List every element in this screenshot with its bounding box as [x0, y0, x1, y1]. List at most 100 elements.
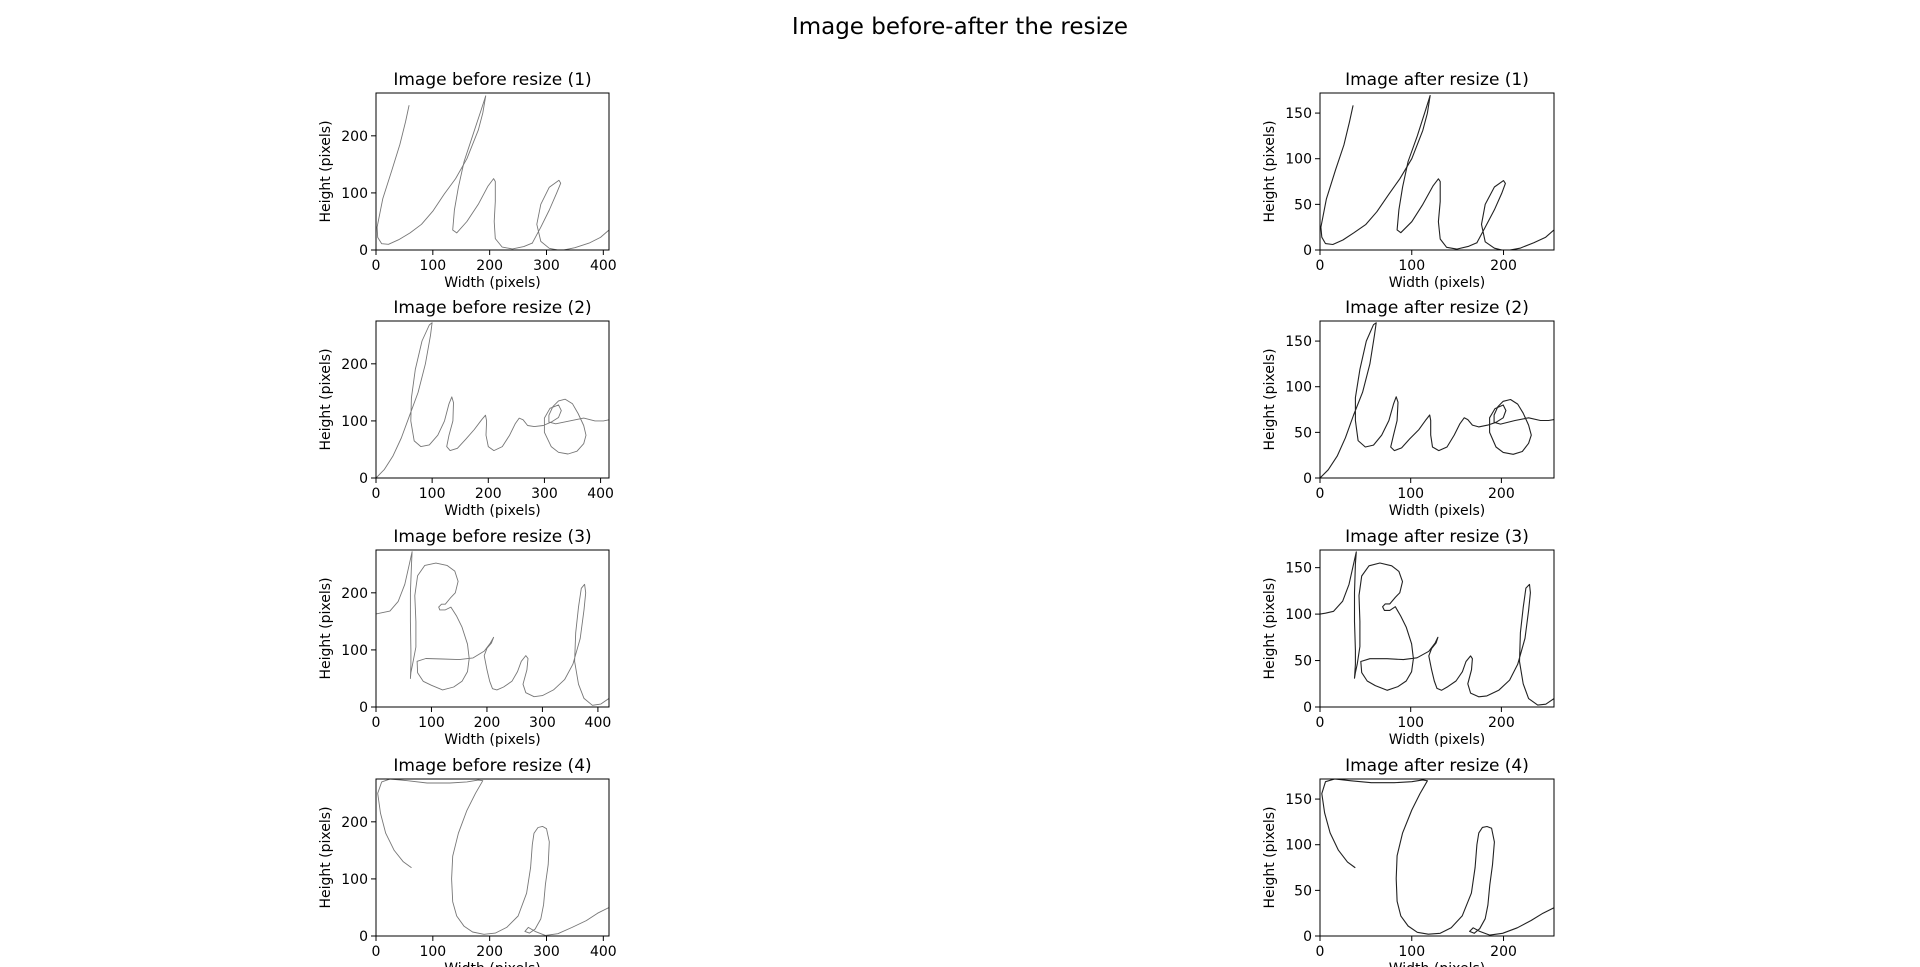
subplot-before-4-ytick-label: 100: [341, 872, 368, 888]
subplot-before-2-title: Image before resize (2): [393, 298, 591, 318]
subplot-before-1-frame: [375, 92, 610, 251]
subplot-before-3-xlabel: Width (pixels): [444, 732, 540, 748]
subplot-after-1-xtick-label: 200: [1490, 258, 1517, 274]
subplot-before-1-xtick-label: 100: [419, 258, 446, 274]
subplot-before-4-stroke-1: [377, 779, 609, 936]
subplot-before-2-xtick-label: 100: [419, 486, 446, 502]
subplot-before-4-frame: [375, 778, 610, 937]
subplot-after-1-xlabel: Width (pixels): [1389, 275, 1485, 291]
subplot-before-3-ytick-label: 0: [359, 700, 368, 716]
subplot-before-3-xtick-label: 100: [418, 715, 445, 731]
subplot-after-3-xtick-label: 0: [1316, 715, 1325, 731]
subplot-before-4-xtick-label: 200: [476, 944, 503, 960]
subplot-before-1-strokes: [376, 95, 609, 250]
figure-title: Image before-after the resize: [792, 14, 1128, 40]
subplot-after-1-xtick-label: 0: [1316, 258, 1325, 274]
subplot-after-2-title: Image after resize (2): [1345, 298, 1529, 318]
subplot-before-4-xtick-label: 0: [372, 944, 381, 960]
subplot-grid: Image before resize (1) 0 100 200 300 400 0 100…: [318, 70, 1555, 967]
subplot-after-1-ytick-label: 0: [1303, 243, 1312, 259]
subplot-after-2-ytick-label: 0: [1303, 471, 1312, 487]
subplot-after-3-xlabel: Width (pixels): [1389, 732, 1485, 748]
subplot-after-4-ytick-label: 0: [1303, 929, 1312, 945]
subplot-before-2: Image before resize (2) 0 100 200 300 400 0 100…: [318, 298, 614, 519]
subplot-before-2-strokes: [376, 322, 609, 478]
subplot-after-1: Image after resize (1) 0 100 200 0 50 100 150 Wi…: [1262, 70, 1555, 291]
subplot-before-3-xtick-label: 400: [585, 715, 612, 731]
subplot-after-2-ytick-label: 100: [1285, 380, 1312, 396]
subplot-after-3-ytick-label: 100: [1285, 607, 1312, 623]
subplot-after-2-xtick-label: 200: [1488, 486, 1515, 502]
subplot-before-4-ytick-label: 200: [341, 815, 368, 831]
subplot-before-3: Image before resize (3) 0 100 200 300 400 0 100…: [318, 527, 611, 748]
subplot-after-2-xtick-label: 0: [1316, 486, 1325, 502]
subplot-before-2-xtick-label: 400: [587, 486, 614, 502]
subplot-before-1-stroke-2: [452, 95, 533, 250]
subplot-after-3-xtick-label: 200: [1488, 715, 1515, 731]
subplot-after-2-ylabel: Height (pixels): [1262, 348, 1278, 450]
subplot-before-4-xtick-label: 300: [533, 944, 560, 960]
subplot-after-1-xtick-label: 100: [1398, 258, 1425, 274]
subplot-before-1-xtick-label: 400: [590, 258, 617, 274]
subplot-before-3-frame: [375, 549, 610, 708]
subplot-before-4-xlabel: Width (pixels): [444, 961, 540, 967]
subplot-after-3-ytick-label: 50: [1294, 654, 1312, 670]
subplot-before-4-xtick-label: 100: [419, 944, 446, 960]
subplot-after-1-title: Image after resize (1): [1345, 70, 1529, 90]
subplot-after-2-ytick-label: 150: [1285, 334, 1312, 350]
subplot-before-3-title: Image before resize (3): [393, 527, 591, 547]
subplot-after-4-frame: [1319, 778, 1555, 937]
subplot-after-4-ytick-label: 50: [1294, 883, 1312, 899]
subplot-before-3-stroke-1: [376, 551, 609, 706]
subplot-after-3-frame: [1319, 549, 1555, 708]
subplot-after-3-strokes: [1320, 551, 1554, 706]
subplot-before-1-xlabel: Width (pixels): [444, 275, 540, 291]
subplot-before-1-title: Image before resize (1): [393, 70, 591, 90]
subplot-before-2-frame: [375, 320, 610, 479]
subplot-before-3-xtick-label: 200: [474, 715, 501, 731]
subplot-before-1-stroke-1: [376, 95, 487, 245]
subplot-before-1-xtick-label: 300: [533, 258, 560, 274]
subplot-after-3: Image after resize (3) 0 100 200 0 50 100 150 Wi…: [1262, 527, 1555, 748]
subplot-after-1-stroke-2: [1396, 95, 1478, 250]
subplot-before-1-ytick-label: 0: [359, 243, 368, 259]
subplot-after-3-title: Image after resize (3): [1345, 527, 1529, 547]
subplot-before-2-ytick-label: 200: [341, 357, 368, 373]
subplot-before-3-ylabel: Height (pixels): [318, 577, 334, 679]
subplot-before-4-title: Image before resize (4): [393, 756, 591, 776]
subplot-after-1-strokes: [1320, 95, 1554, 250]
subplot-after-2: Image after resize (2) 0 100 200 0 50 100 150 Wi…: [1262, 298, 1555, 519]
subplot-after-4-xtick-label: 100: [1398, 944, 1425, 960]
subplot-before-2-ylabel: Height (pixels): [318, 348, 334, 450]
subplot-after-3-xtick-label: 100: [1397, 715, 1424, 731]
subplot-before-2-ytick-label: 100: [341, 414, 368, 430]
subplot-before-1-ylabel: Height (pixels): [318, 120, 334, 222]
subplot-after-2-stroke-1: [1320, 322, 1554, 478]
subplot-after-3-ylabel: Height (pixels): [1262, 577, 1278, 679]
subplot-after-1-ylabel: Height (pixels): [1262, 120, 1278, 222]
subplot-before-2-stroke-1: [376, 322, 609, 478]
subplot-after-1-frame: [1319, 92, 1555, 251]
subplot-after-1-ytick-label: 50: [1294, 197, 1312, 213]
subplot-after-4-xlabel: Width (pixels): [1389, 961, 1485, 967]
subplot-after-3-stroke-1: [1320, 551, 1554, 706]
subplot-before-1-xtick-label: 0: [372, 258, 381, 274]
subplot-before-3-xtick-label: 0: [372, 715, 381, 731]
subplot-after-3-ytick-label: 150: [1285, 561, 1312, 577]
subplot-before-4-ylabel: Height (pixels): [318, 806, 334, 908]
subplot-before-2-xtick-label: 0: [372, 486, 381, 502]
subplot-before-4-xtick-label: 400: [590, 944, 617, 960]
subplot-before-3-strokes: [376, 551, 609, 706]
subplot-before-1-ytick-label: 100: [341, 186, 368, 202]
subplot-after-4-ytick-label: 100: [1285, 838, 1312, 854]
subplot-after-2-xtick-label: 100: [1397, 486, 1424, 502]
subplot-before-1-stroke-3: [531, 179, 609, 250]
subplot-before-1: Image before resize (1) 0 100 200 300 400 0 100…: [318, 70, 617, 291]
subplot-after-4-ylabel: Height (pixels): [1262, 806, 1278, 908]
subplot-before-4-ytick-label: 0: [359, 929, 368, 945]
subplot-before-3-ytick-label: 100: [341, 643, 368, 659]
subplot-after-1-stroke-3: [1476, 180, 1554, 250]
subplot-before-4: Image before resize (4) 0 100 200 300 400 0 100…: [318, 756, 617, 967]
subplot-before-1-xtick-label: 200: [476, 258, 503, 274]
